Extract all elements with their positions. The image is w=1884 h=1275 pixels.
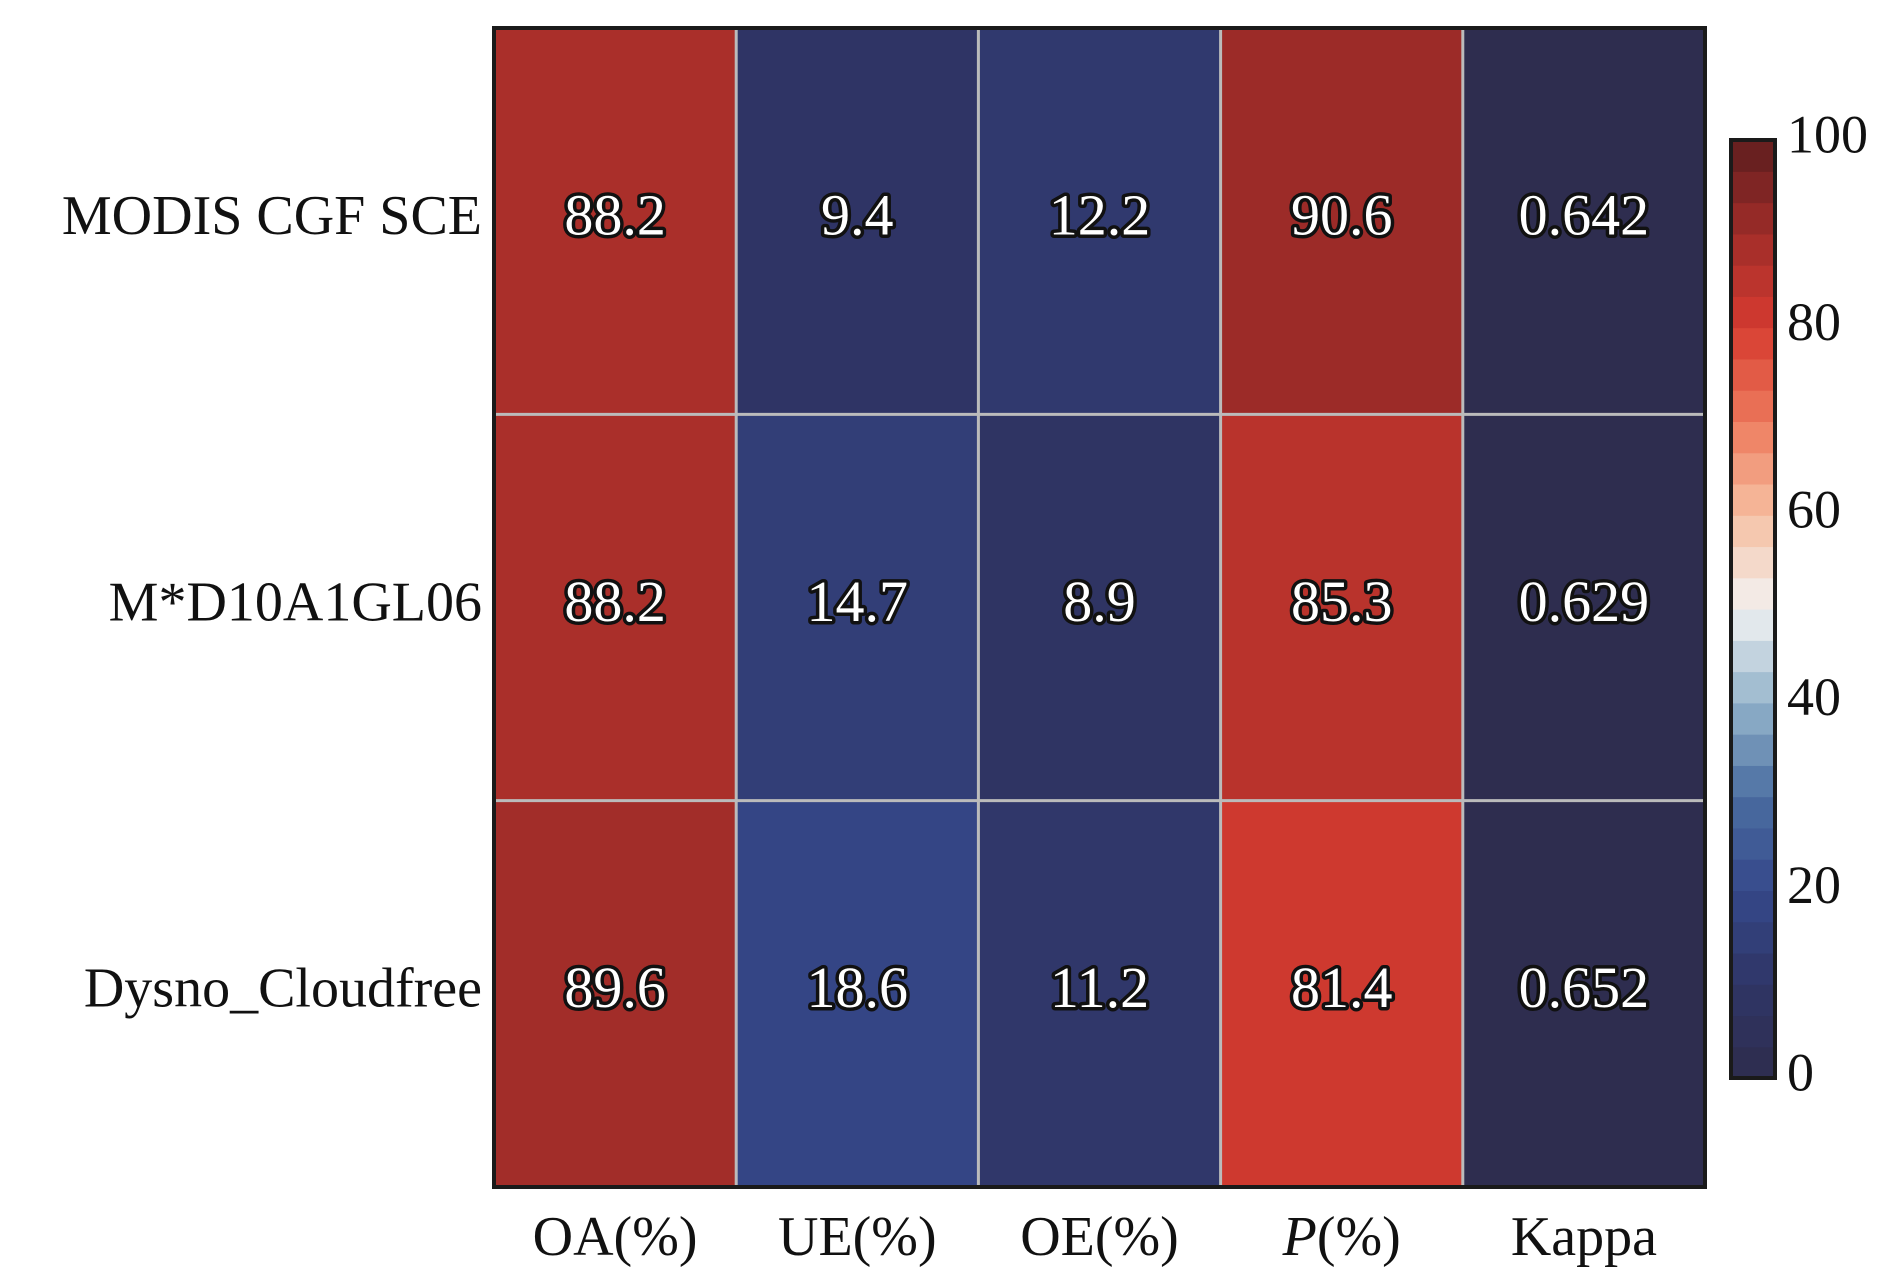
colorbar-band bbox=[1731, 921, 1775, 954]
colorbar-tick-label: 100 bbox=[1787, 104, 1868, 164]
cell-values: 88.2 9.4 12.2 90.6 0.642 88.2 14.7 8.9 85.3 0.629… bbox=[561, 179, 1653, 1024]
colorbar-tick-label: 60 bbox=[1787, 480, 1841, 540]
cell-value-label: 88.2 bbox=[564, 569, 666, 634]
heatmap-cell bbox=[736, 414, 979, 802]
heatmap-cell bbox=[978, 800, 1222, 1188]
plot-frame bbox=[492, 26, 1707, 1189]
cell-value-label: 12.2 bbox=[1049, 182, 1151, 247]
cell-value-label: 8.9 bbox=[1063, 569, 1136, 634]
column-label-text: (%) bbox=[1317, 1206, 1401, 1268]
cell-value-label: 85.3 bbox=[1291, 569, 1393, 634]
colorbar-band bbox=[1731, 890, 1775, 923]
colorbar-tick-label: 80 bbox=[1787, 292, 1841, 352]
cell-value-label: 18.6 bbox=[807, 955, 909, 1020]
column-label-text: Kappa bbox=[1511, 1206, 1657, 1268]
cell-value-label: 89.6 bbox=[564, 955, 666, 1020]
heatmap-cell bbox=[1462, 800, 1706, 1188]
heatmap-grid bbox=[494, 28, 1705, 1187]
heatmap-cell bbox=[494, 28, 737, 415]
row-labels: MODIS CGF SCE M*D10A1GL06 Dysno_Cloudfree bbox=[62, 185, 482, 1020]
colorbar-band bbox=[1731, 202, 1775, 235]
colorbar-band bbox=[1731, 390, 1775, 422]
row-label: MODIS CGF SCE bbox=[62, 185, 482, 247]
colorbar-band bbox=[1731, 671, 1775, 704]
colorbar-band bbox=[1731, 1046, 1775, 1079]
colorbar-band bbox=[1731, 327, 1775, 360]
heatmap-cells bbox=[494, 28, 1706, 1188]
colorbar-band bbox=[1731, 265, 1775, 297]
cell-value-label: 9.4 bbox=[821, 182, 894, 247]
heatmap-cell bbox=[494, 800, 737, 1188]
cell-value-label: 0.642 bbox=[1519, 182, 1650, 247]
colorbar-band bbox=[1731, 702, 1775, 735]
colorbar-band bbox=[1731, 421, 1775, 454]
colorbar-band bbox=[1731, 984, 1775, 1017]
cell-value-label: 81.4 bbox=[1291, 955, 1393, 1020]
colorbar-frame bbox=[1729, 138, 1777, 1080]
colorbar-band bbox=[1731, 734, 1775, 766]
colorbar-band bbox=[1731, 827, 1775, 860]
column-label: P(%) bbox=[1282, 1206, 1401, 1268]
heatmap-cell bbox=[494, 414, 737, 802]
colorbar-band bbox=[1731, 515, 1775, 548]
cell-value-label: 0.629 bbox=[1519, 569, 1650, 634]
colorbar-band bbox=[1731, 452, 1775, 485]
colorbar-band bbox=[1731, 859, 1775, 891]
column-label-text: OA(%) bbox=[533, 1206, 698, 1268]
colorbar-band bbox=[1731, 171, 1775, 204]
colorbar-band bbox=[1731, 483, 1775, 516]
colorbar-band bbox=[1731, 765, 1775, 798]
heatmap-cell bbox=[1462, 414, 1706, 802]
colorbar-band bbox=[1731, 296, 1775, 329]
cell-value-label: 88.2 bbox=[564, 182, 666, 247]
heatmap-cell bbox=[978, 28, 1222, 415]
heatmap-cell bbox=[1220, 800, 1464, 1188]
cell-value-label: 11.2 bbox=[1050, 955, 1149, 1020]
column-label-italic-part: P bbox=[1282, 1206, 1317, 1268]
heatmap-cell bbox=[736, 800, 979, 1188]
column-label: OA(%) bbox=[533, 1206, 698, 1268]
colorbar-band bbox=[1731, 609, 1775, 641]
cell-value-label: 0.652 bbox=[1519, 955, 1650, 1020]
colorbar-band bbox=[1731, 796, 1775, 829]
row-label: M*D10A1GL06 bbox=[109, 571, 482, 633]
row-label: Dysno_Cloudfree bbox=[84, 958, 482, 1020]
colorbar: 0 20 40 60 80 100 bbox=[1729, 104, 1868, 1102]
column-label: Kappa bbox=[1511, 1206, 1657, 1268]
column-label-text: OE(%) bbox=[1020, 1206, 1179, 1268]
colorbar-tick-label: 40 bbox=[1787, 667, 1841, 727]
colorbar-tick-label: 20 bbox=[1787, 855, 1841, 915]
cell-value-label: 90.6 bbox=[1291, 182, 1393, 247]
column-labels: OA(%) UE(%) OE(%) P(%) Kappa bbox=[533, 1206, 1657, 1268]
colorbar-band bbox=[1731, 546, 1775, 579]
cell-value-label: 14.7 bbox=[807, 569, 909, 634]
colorbar-band bbox=[1731, 577, 1775, 610]
heatmap-cell bbox=[978, 414, 1222, 802]
colorbar-band bbox=[1731, 952, 1775, 985]
heatmap-cell bbox=[1220, 28, 1464, 415]
column-label: OE(%) bbox=[1020, 1206, 1179, 1268]
column-label: UE(%) bbox=[778, 1206, 937, 1268]
colorbar-band bbox=[1731, 233, 1775, 266]
colorbar-band bbox=[1731, 640, 1775, 673]
heatmap-cell bbox=[736, 28, 979, 415]
colorbar-tick-label: 0 bbox=[1787, 1042, 1814, 1102]
heatmap-cell bbox=[1462, 28, 1706, 415]
column-label-text: UE(%) bbox=[778, 1206, 937, 1268]
heatmap-cell bbox=[1220, 414, 1464, 802]
colorbar-band bbox=[1731, 358, 1775, 391]
colorbar-band bbox=[1731, 1015, 1775, 1048]
colorbar-band bbox=[1731, 140, 1775, 172]
